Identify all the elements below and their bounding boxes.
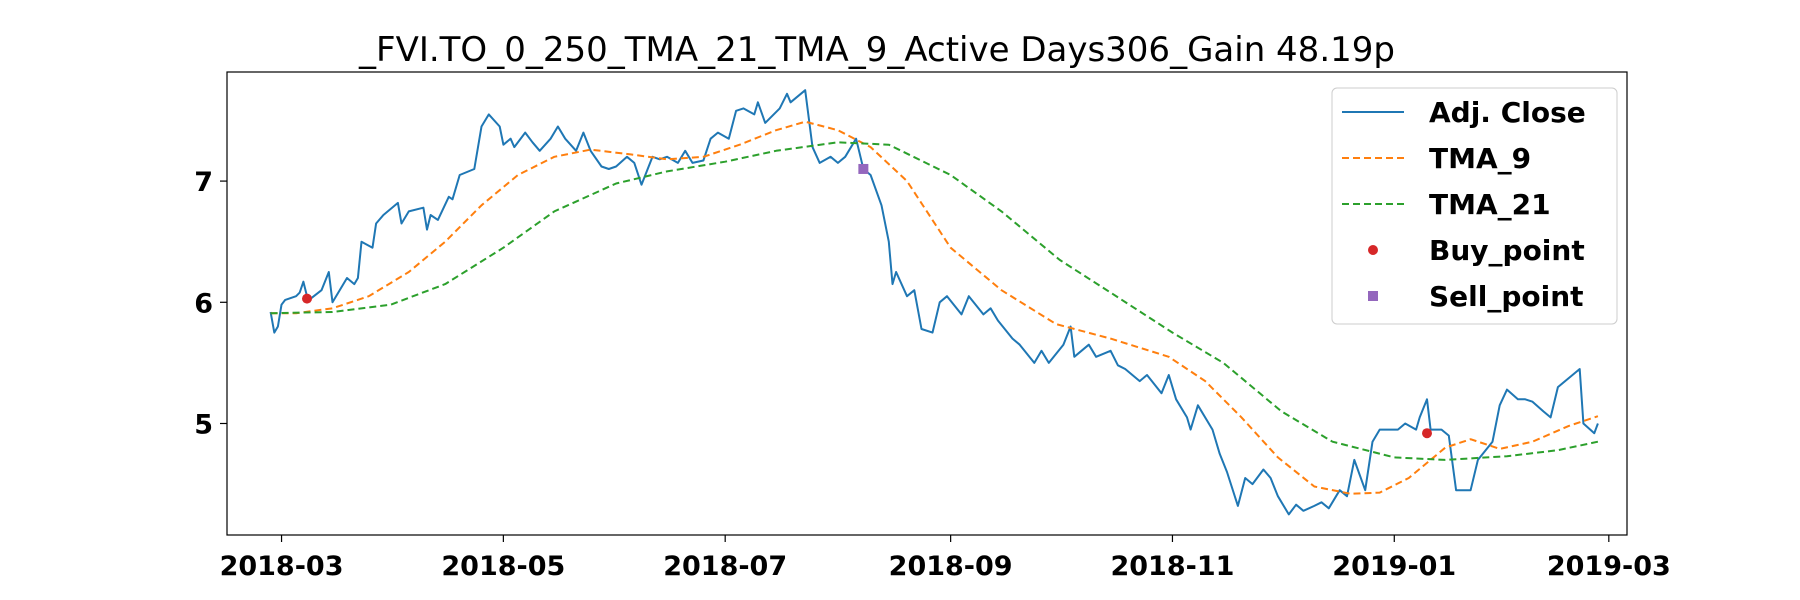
y-axis: 5 6 7 xyxy=(194,167,227,440)
legend-label-tma-21: TMA_21 xyxy=(1429,188,1551,221)
x-tick-label: 2019-03 xyxy=(1547,551,1671,582)
x-axis: 2018-03 2018-05 2018-07 2018-09 2018-11 2019-… xyxy=(220,535,1671,582)
sell-point-marker xyxy=(858,163,869,174)
plot-frame xyxy=(226,71,1628,536)
legend: Adj. Close TMA_9 TMA_21 Buy_point Sell_point xyxy=(1331,87,1618,325)
x-tick-label: 2018-03 xyxy=(220,551,344,582)
x-tick-label: 2018-07 xyxy=(663,551,787,582)
legend-label-tma-9: TMA_9 xyxy=(1429,142,1531,175)
legend-swatch-sell-point xyxy=(1368,291,1378,301)
x-tick-label: 2018-05 xyxy=(441,551,565,582)
series-line-tma-9 xyxy=(270,120,1599,495)
buy-point-marker xyxy=(302,293,312,304)
y-tick-label: 7 xyxy=(194,167,213,198)
legend-box xyxy=(1331,87,1618,325)
series-line-adj-close xyxy=(269,89,1599,516)
legend-label-sell-point: Sell_point xyxy=(1429,280,1584,313)
x-tick-label: 2019-01 xyxy=(1332,551,1456,582)
legend-label-adj-close: Adj. Close xyxy=(1429,96,1586,129)
chart-title: _FVI.TO_0_250_TMA_21_TMA_9_Active Days30… xyxy=(358,30,1395,70)
plot-area xyxy=(269,89,1599,516)
x-tick-label: 2018-09 xyxy=(889,551,1013,582)
x-tick-label: 2018-11 xyxy=(1110,551,1234,582)
legend-swatch-buy-point xyxy=(1368,245,1378,255)
buy-point-marker xyxy=(1422,428,1432,439)
legend-label-buy-point: Buy_point xyxy=(1429,234,1585,267)
series-line-tma-21 xyxy=(270,141,1599,461)
y-tick-label: 6 xyxy=(194,288,213,319)
y-tick-label: 5 xyxy=(194,409,213,440)
